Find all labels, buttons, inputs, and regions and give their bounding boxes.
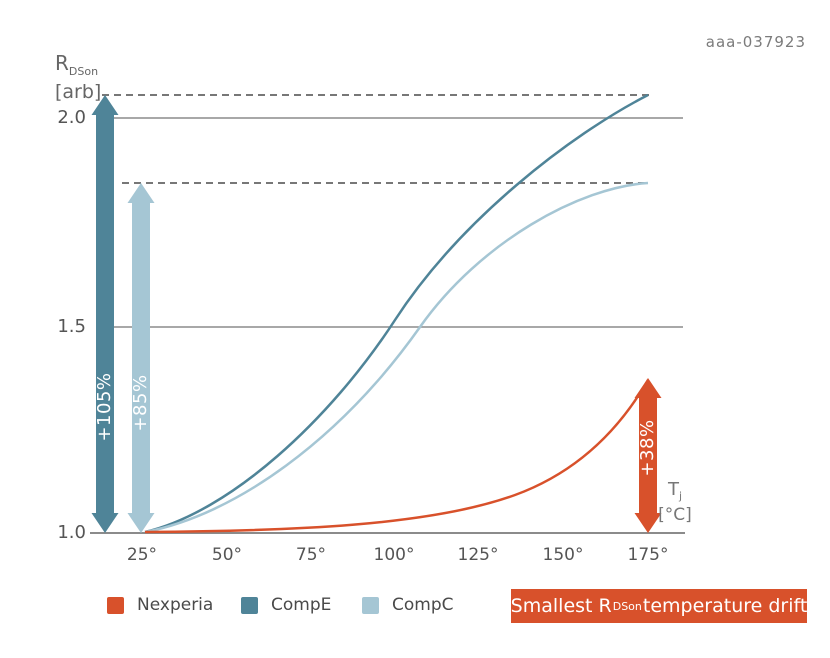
y-tick-1.5: 1.5: [57, 316, 86, 337]
x-axis-unit: [°C]: [658, 504, 692, 525]
x-tick-175: 175°: [627, 545, 669, 565]
x-tick-25: 25°: [126, 545, 158, 565]
x-tick-50: 50°: [211, 545, 243, 565]
curve-nexperia: [144, 379, 650, 534]
x-tick-100: 100°: [373, 545, 415, 565]
legend-swatch-compc: [362, 596, 379, 614]
y-tick-1.0: 1.0: [57, 522, 86, 543]
legend-item-compc: CompC: [362, 595, 454, 615]
x-axis-title: Tj [°C]: [650, 481, 700, 525]
y-tick-2.0: 2.0: [57, 107, 86, 128]
legend-label-nexperia: Nexperia: [137, 595, 214, 615]
banner-text-sub: DSon: [612, 599, 642, 613]
banner-text-suffix: temperature drift: [642, 595, 808, 617]
x-axis-symbol: Tj: [667, 479, 683, 503]
drift-label-compc: +85%: [130, 374, 151, 432]
legend-swatch-nexperia: [107, 596, 124, 614]
y-axis-unit: [arb]: [55, 81, 102, 103]
curve-compe: [144, 93, 649, 534]
drift-arrow-compe: [91, 95, 119, 533]
drift-label-nexperia: +38%: [637, 419, 658, 477]
legend-label-compc: CompC: [392, 595, 454, 615]
highlight-banner: Smallest R DSon temperature drift: [511, 589, 807, 623]
x-tick-125: 125°: [457, 545, 499, 565]
y-axis-title: RDSon [arb]: [55, 53, 101, 103]
figure-id: aaa-037923: [705, 33, 806, 51]
legend-label-compe: CompE: [271, 595, 332, 615]
legend-item-nexperia: Nexperia: [107, 595, 213, 615]
x-tick-75: 75°: [295, 545, 327, 565]
drift-label-compe: +105%: [94, 372, 115, 442]
y-axis-symbol: RDSon: [55, 51, 99, 79]
curve-compc: [144, 181, 649, 534]
x-tick-150: 150°: [542, 545, 584, 565]
drift-arrow-compc: [127, 183, 155, 533]
drift-arrow-nexperia: [634, 378, 662, 533]
legend-swatch-compe: [241, 596, 258, 614]
banner-text-prefix: Smallest R: [510, 595, 612, 617]
legend-item-compe: CompE: [241, 595, 331, 615]
